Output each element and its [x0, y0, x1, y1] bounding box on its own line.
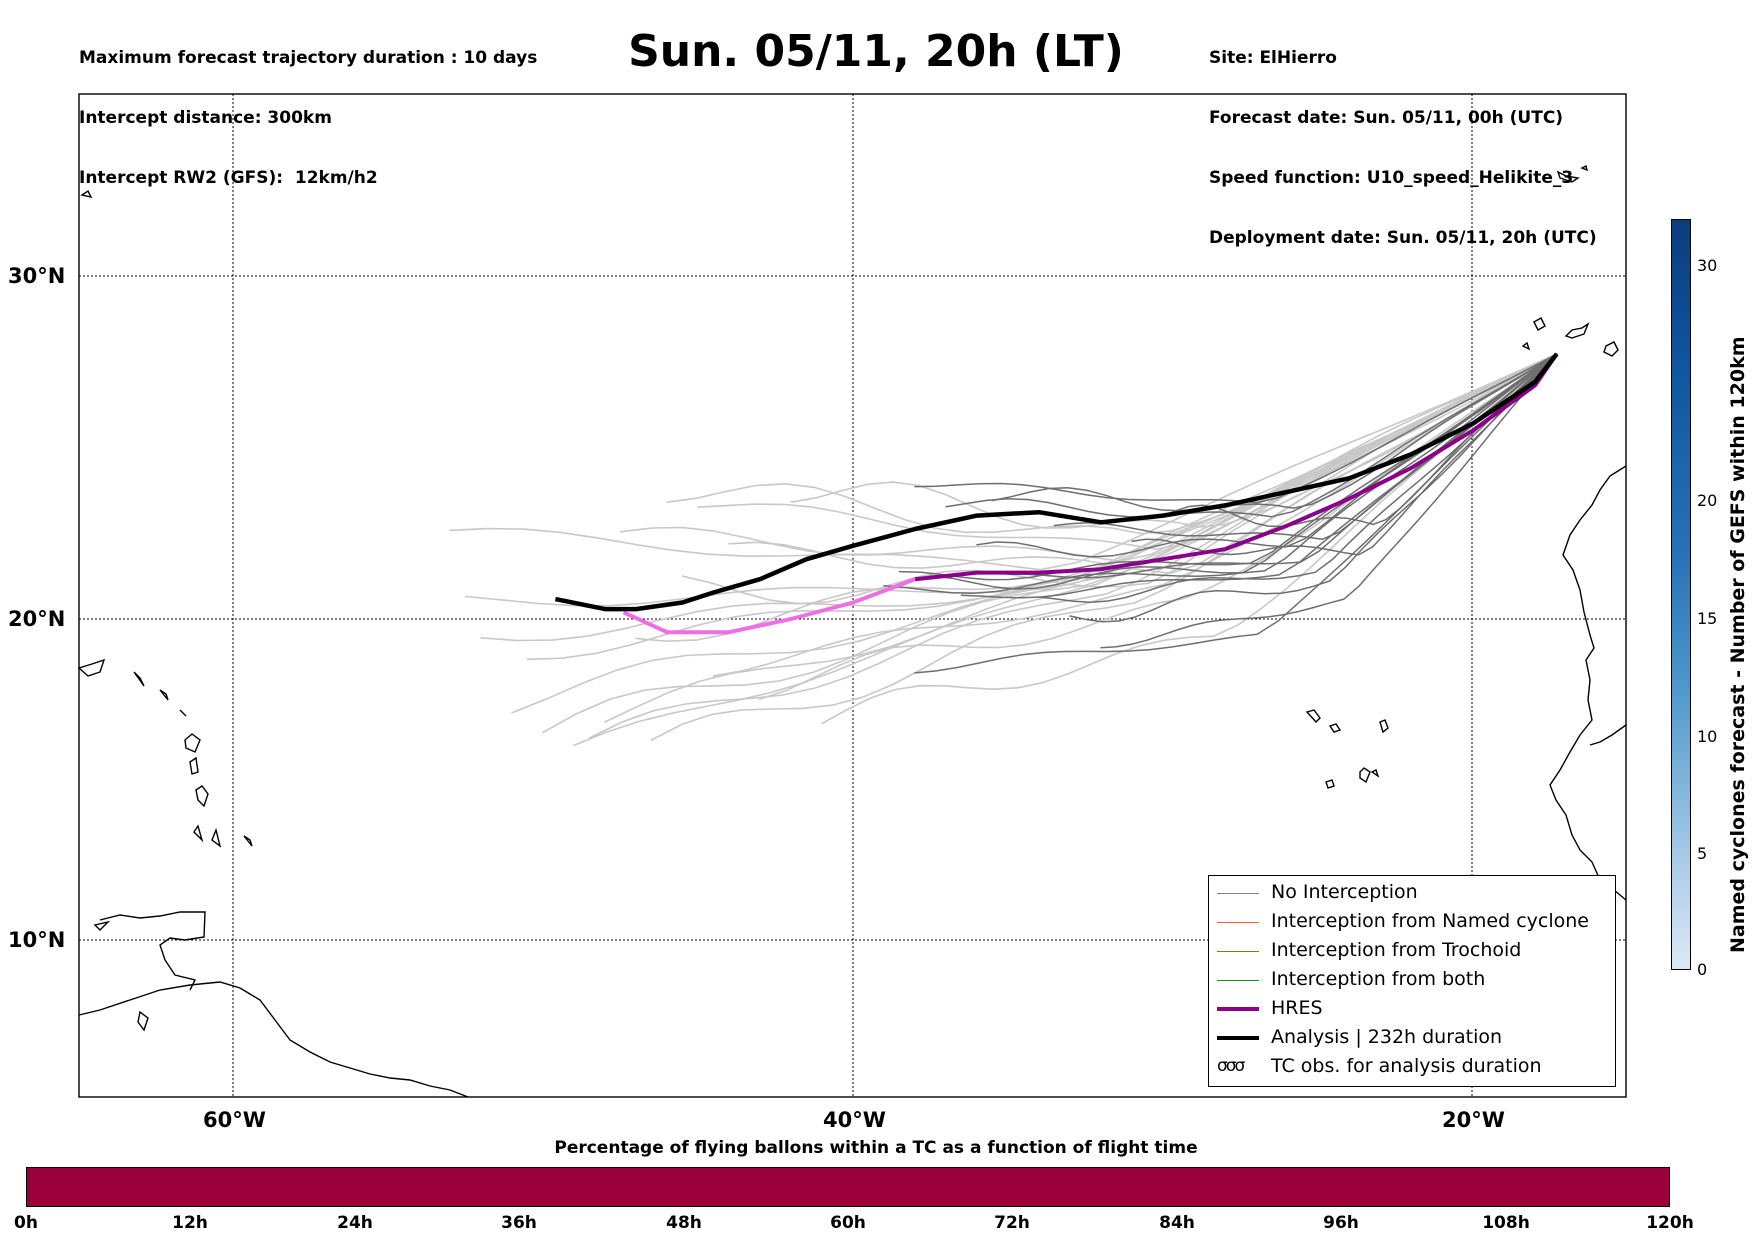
lat-label-20n: 20°N — [8, 607, 66, 631]
legend-label: HRES — [1271, 997, 1323, 1019]
ensemble-track — [914, 353, 1558, 674]
bottom-tick: 84h — [1159, 1213, 1195, 1233]
legend-swatch — [1217, 951, 1259, 952]
legend-item-named-cyclone: Interception from Named cyclone — [1209, 909, 1609, 935]
bottom-tick: 12h — [172, 1213, 208, 1233]
bottom-tick: 120h — [1646, 1213, 1694, 1233]
legend-label: Analysis | 232h duration — [1271, 1026, 1503, 1048]
colorbar-tick: 30 — [1697, 256, 1718, 275]
header-line-duration: Maximum forecast trajectory duration : 1… — [79, 48, 538, 68]
bottom-tick: 24h — [337, 1213, 373, 1233]
legend-item-hres: HRES — [1209, 996, 1609, 1022]
header-line-distance: Intercept distance: 300km — [79, 108, 332, 128]
ensemble-track — [898, 353, 1558, 581]
header-line-deployment-date: Deployment date: Sun. 05/11, 20h (UTC) — [1209, 228, 1597, 248]
header-left: Maximum forecast trajectory duration : 1… — [79, 8, 537, 208]
map-legend: No Interception Interception from Named … — [1208, 875, 1616, 1087]
colorbar-tick: 5 — [1697, 844, 1708, 863]
bottom-colorbar — [26, 1167, 1670, 1207]
bottom-tick: 108h — [1482, 1213, 1530, 1233]
bottom-tick: 48h — [666, 1213, 702, 1233]
legend-swatch — [1217, 893, 1259, 894]
colorbar-tick: 15 — [1697, 609, 1718, 628]
header-line-forecast-date: Forecast date: Sun. 05/11, 00h (UTC) — [1209, 108, 1564, 128]
ensemble-track — [1007, 353, 1558, 579]
ensemble-track — [666, 353, 1558, 535]
hurricane-icon: σσσ — [1217, 1056, 1245, 1076]
legend-swatch — [1217, 1036, 1259, 1040]
legend-swatch — [1217, 922, 1259, 923]
ensemble-track — [945, 353, 1558, 518]
legend-item-both: Interception from both — [1209, 967, 1609, 993]
ensemble-track — [790, 353, 1558, 529]
coastline — [77, 164, 1627, 1098]
ensemble-track — [960, 353, 1558, 599]
colorbar-tick: 20 — [1697, 491, 1718, 510]
legend-label: Interception from Named cyclone — [1271, 910, 1589, 932]
bottom-tick: 0h — [14, 1213, 38, 1233]
ensemble-track — [821, 353, 1558, 725]
bottom-tick: 96h — [1323, 1213, 1359, 1233]
lat-label-30n: 30°N — [8, 264, 66, 288]
analysis-line — [554, 352, 1559, 612]
legend-swatch — [1217, 980, 1259, 981]
lon-label-40w: 40°W — [823, 1108, 886, 1132]
legend-item-analysis: Analysis | 232h duration — [1209, 1025, 1609, 1051]
bottom-tick: 36h — [501, 1213, 537, 1233]
bottom-tick: 60h — [830, 1213, 866, 1233]
legend-label: No Interception — [1271, 881, 1418, 903]
ensemble-track — [449, 353, 1558, 571]
legend-label: TC obs. for analysis duration — [1271, 1055, 1542, 1077]
colorbar-right-title: Named cyclones forecast - Number of GEFS… — [1727, 336, 1749, 953]
page-title: Sun. 05/11, 20h (LT) — [628, 26, 1124, 77]
header-line-speed-function: Speed function: U10_speed_Helikite_3 — [1209, 168, 1574, 188]
analysis-track — [554, 352, 1559, 612]
ensemble-track — [712, 353, 1558, 677]
lat-label-10n: 10°N — [8, 928, 66, 952]
legend-item-no-interception: No Interception — [1209, 880, 1609, 906]
ensemble-track — [1069, 353, 1558, 623]
colorbar-tick: 10 — [1697, 727, 1718, 746]
hres-track — [622, 352, 1559, 635]
header-line-site: Site: ElHierro — [1209, 48, 1337, 68]
legend-item-trochoid: Interception from Trochoid — [1209, 938, 1609, 964]
lon-label-20w: 20°W — [1442, 1108, 1505, 1132]
colorbar-right — [1671, 219, 1691, 970]
map-frame — [78, 93, 1627, 1098]
legend-label: Interception from Trochoid — [1271, 939, 1522, 961]
ensemble-track — [991, 353, 1558, 512]
lon-label-60w: 60°W — [203, 1108, 266, 1132]
header-right: Site: ElHierro Forecast date: Sun. 05/11… — [1209, 8, 1597, 268]
bottom-colorbar-title: Percentage of flying ballons within a TC… — [554, 1138, 1198, 1158]
hres-line — [622, 577, 916, 635]
colorbar-tick: 0 — [1697, 960, 1708, 979]
ensemble-track — [526, 353, 1558, 661]
legend-label: Interception from both — [1271, 968, 1486, 990]
hres-line — [914, 352, 1559, 582]
ensemble-track — [1100, 353, 1558, 649]
bottom-tick: 72h — [994, 1213, 1030, 1233]
legend-item-tc-obs: σσσ TC obs. for analysis duration — [1209, 1054, 1609, 1080]
header-line-rw2: Intercept RW2 (GFS): 12km/h2 — [79, 168, 378, 188]
legend-swatch — [1217, 1007, 1259, 1011]
ensemble-track — [759, 353, 1558, 700]
